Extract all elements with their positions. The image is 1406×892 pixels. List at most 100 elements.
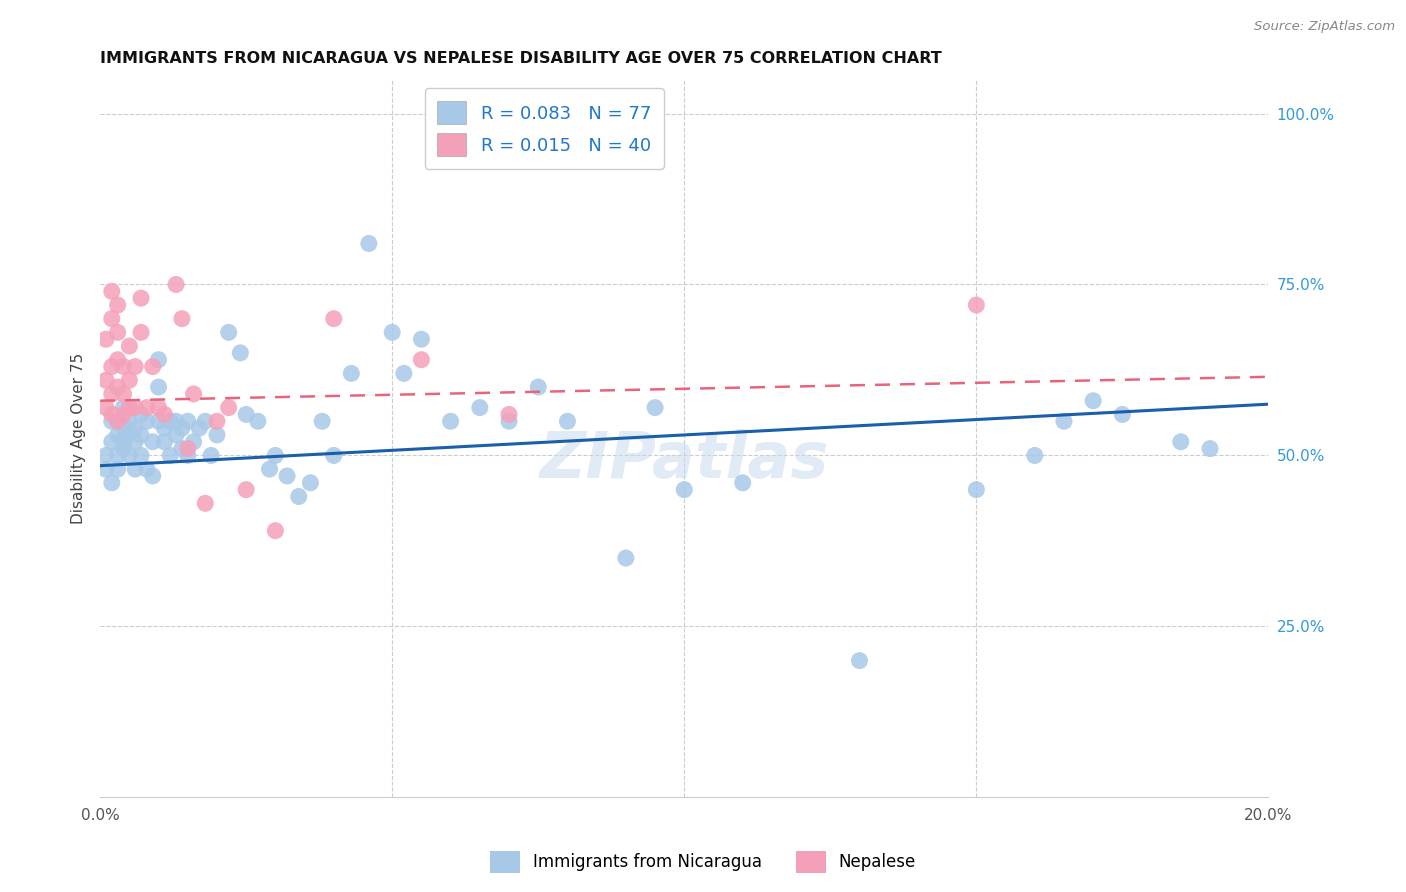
Point xyxy=(112,401,135,415)
Point xyxy=(1083,393,1105,408)
Point xyxy=(124,401,146,415)
Point xyxy=(381,326,404,340)
Point xyxy=(101,311,124,326)
Point xyxy=(101,434,124,449)
Point xyxy=(112,359,135,374)
Point xyxy=(101,285,124,299)
Point xyxy=(142,469,165,483)
Point xyxy=(200,449,222,463)
Point xyxy=(129,291,152,305)
Point xyxy=(218,401,240,415)
Point xyxy=(101,475,124,490)
Point xyxy=(557,414,579,428)
Point xyxy=(107,352,129,367)
Point xyxy=(159,449,181,463)
Point xyxy=(673,483,696,497)
Point xyxy=(1199,442,1222,456)
Point xyxy=(118,401,141,415)
Point xyxy=(148,414,170,428)
Point xyxy=(1170,434,1192,449)
Point xyxy=(218,326,240,340)
Point xyxy=(107,414,129,428)
Point xyxy=(129,408,152,422)
Point xyxy=(411,352,433,367)
Point xyxy=(392,367,415,381)
Point xyxy=(614,551,637,566)
Text: ZIPatlas: ZIPatlas xyxy=(540,429,830,491)
Point xyxy=(246,414,269,428)
Point xyxy=(188,421,211,435)
Point xyxy=(129,428,152,442)
Point xyxy=(340,367,363,381)
Point xyxy=(848,654,870,668)
Point xyxy=(107,326,129,340)
Point xyxy=(264,449,287,463)
Point xyxy=(235,408,257,422)
Point xyxy=(170,442,193,456)
Point xyxy=(107,380,129,394)
Point xyxy=(177,414,200,428)
Point xyxy=(468,401,491,415)
Point xyxy=(124,462,146,476)
Point xyxy=(411,332,433,346)
Point xyxy=(101,359,124,374)
Point xyxy=(1024,449,1046,463)
Point xyxy=(148,380,170,394)
Point xyxy=(107,298,129,312)
Point xyxy=(142,359,165,374)
Point xyxy=(170,421,193,435)
Point xyxy=(118,428,141,442)
Point xyxy=(118,449,141,463)
Point xyxy=(322,311,344,326)
Point xyxy=(101,408,124,422)
Point xyxy=(107,462,129,476)
Point xyxy=(299,475,322,490)
Point xyxy=(165,414,187,428)
Point xyxy=(1111,408,1133,422)
Point xyxy=(644,401,666,415)
Point xyxy=(177,442,200,456)
Point xyxy=(498,408,520,422)
Point xyxy=(259,462,281,476)
Point xyxy=(965,483,987,497)
Point xyxy=(153,434,176,449)
Point xyxy=(229,346,252,360)
Point xyxy=(112,442,135,456)
Point xyxy=(276,469,298,483)
Point xyxy=(112,421,135,435)
Point xyxy=(124,359,146,374)
Point xyxy=(112,387,135,401)
Point xyxy=(357,236,380,251)
Point xyxy=(965,298,987,312)
Point xyxy=(235,483,257,497)
Point xyxy=(148,401,170,415)
Point xyxy=(94,401,117,415)
Point xyxy=(135,414,157,428)
Point xyxy=(135,462,157,476)
Point xyxy=(129,449,152,463)
Point xyxy=(94,449,117,463)
Point xyxy=(118,339,141,353)
Point xyxy=(194,496,217,510)
Point xyxy=(107,414,129,428)
Point xyxy=(170,311,193,326)
Point xyxy=(94,332,117,346)
Point xyxy=(165,428,187,442)
Point xyxy=(264,524,287,538)
Point xyxy=(165,277,187,292)
Point xyxy=(731,475,754,490)
Point xyxy=(107,449,129,463)
Point xyxy=(153,408,176,422)
Point xyxy=(322,449,344,463)
Point xyxy=(135,401,157,415)
Point xyxy=(148,352,170,367)
Point xyxy=(183,434,205,449)
Point xyxy=(101,414,124,428)
Point xyxy=(129,326,152,340)
Point xyxy=(107,428,129,442)
Legend: R = 0.083   N = 77, R = 0.015   N = 40: R = 0.083 N = 77, R = 0.015 N = 40 xyxy=(425,88,664,169)
Point xyxy=(94,373,117,387)
Point xyxy=(159,414,181,428)
Point xyxy=(112,434,135,449)
Point xyxy=(311,414,333,428)
